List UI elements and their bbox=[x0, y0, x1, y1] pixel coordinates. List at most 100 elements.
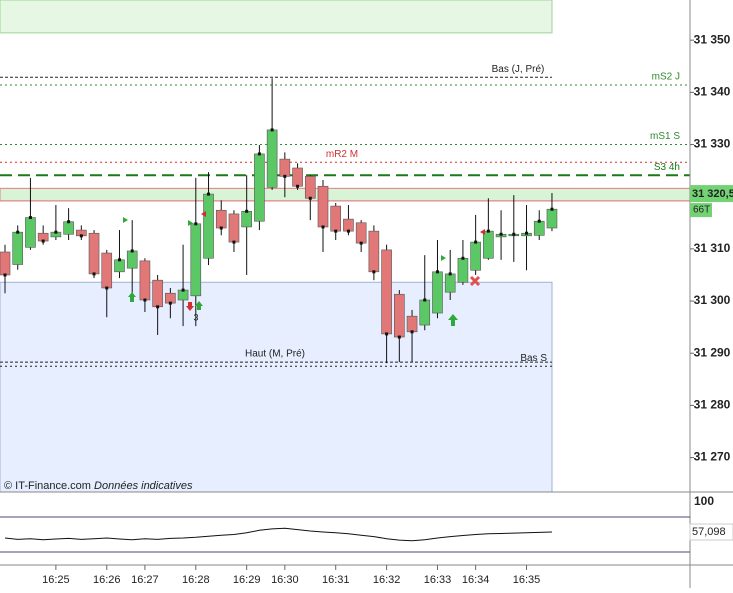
close-dot bbox=[194, 222, 198, 226]
candle-body bbox=[139, 260, 151, 301]
y-tick-label: 31 310 bbox=[694, 241, 731, 255]
close-dot bbox=[257, 152, 261, 156]
close-dot bbox=[245, 209, 249, 213]
zones bbox=[0, 0, 691, 493]
candle-body bbox=[419, 299, 431, 326]
candle-body bbox=[394, 293, 405, 338]
close-dot bbox=[435, 270, 439, 274]
x-tick-label: 16:27 bbox=[131, 574, 159, 586]
candle-body bbox=[368, 230, 380, 273]
close-dot bbox=[3, 273, 7, 277]
zone bbox=[0, 0, 553, 34]
candle-body bbox=[63, 221, 74, 235]
close-dot bbox=[168, 301, 172, 305]
candle-body bbox=[304, 176, 316, 199]
signal-tick bbox=[201, 211, 206, 217]
close-dot bbox=[270, 128, 274, 132]
y-tick-label: 31 290 bbox=[694, 345, 731, 359]
close-dot bbox=[105, 286, 109, 290]
candle-body bbox=[215, 209, 227, 229]
candle-body bbox=[279, 158, 291, 177]
close-dot bbox=[308, 196, 312, 200]
close-dot bbox=[296, 184, 300, 188]
candle-body bbox=[343, 218, 354, 232]
candle-body bbox=[444, 273, 456, 293]
signals: 3 bbox=[123, 211, 485, 326]
close-dot bbox=[410, 330, 414, 334]
close-dot bbox=[359, 241, 363, 245]
level-label: mR2 M bbox=[326, 149, 358, 160]
candle-body bbox=[12, 231, 24, 265]
x-tick-label: 16:33 bbox=[424, 574, 452, 586]
last-price-box bbox=[690, 185, 733, 203]
close-dot bbox=[181, 288, 185, 292]
x-tick-label: 16:25 bbox=[42, 574, 70, 586]
signal-tick bbox=[480, 229, 485, 235]
candle-body bbox=[483, 230, 494, 259]
close-dot bbox=[423, 298, 427, 302]
close-dot bbox=[550, 207, 554, 211]
indicator-last-label: 57,098 bbox=[692, 526, 726, 538]
close-dot bbox=[448, 272, 452, 276]
buy-arrow bbox=[448, 314, 458, 326]
x-tick-label: 16:28 bbox=[182, 574, 210, 586]
candle-body bbox=[126, 250, 138, 269]
candle-body bbox=[355, 222, 367, 244]
signal-tick bbox=[188, 220, 193, 226]
candle-body bbox=[114, 259, 125, 273]
zone bbox=[0, 281, 553, 493]
source-text: © IT-Finance.com bbox=[4, 480, 91, 492]
close-dot bbox=[372, 270, 376, 274]
candle-body bbox=[88, 232, 100, 275]
x-tick-label: 16:26 bbox=[93, 574, 121, 586]
candle-body bbox=[190, 223, 202, 297]
candle-body bbox=[0, 251, 11, 276]
candle-body bbox=[101, 252, 113, 289]
close-dot bbox=[461, 256, 465, 260]
levels: Bas (J, Pré) mS2 J mS1 S mR2 M S3 4h Haut (M,… bbox=[0, 64, 690, 367]
candle-body bbox=[330, 205, 342, 232]
close-dot bbox=[321, 225, 325, 229]
note: Données indicatives bbox=[94, 480, 193, 492]
buy-arrow bbox=[128, 292, 136, 302]
x-tick-label: 16:30 bbox=[271, 574, 299, 586]
close-dot bbox=[232, 240, 236, 244]
close-dot bbox=[28, 216, 32, 220]
candle-body bbox=[292, 167, 303, 187]
period-label: 66T bbox=[693, 205, 710, 216]
close-dot bbox=[385, 332, 389, 336]
candle-body bbox=[406, 315, 418, 333]
period-box bbox=[690, 203, 712, 218]
candle-body bbox=[457, 257, 469, 283]
close-dot bbox=[219, 226, 223, 230]
zone bbox=[0, 187, 691, 202]
signal-tick bbox=[123, 217, 128, 223]
candle-body bbox=[203, 193, 214, 259]
indicator-last-box bbox=[689, 523, 733, 541]
candles bbox=[0, 78, 558, 364]
candle-body bbox=[470, 241, 481, 271]
candle-body bbox=[317, 185, 329, 228]
y-tick-label: 31 300 bbox=[694, 293, 731, 307]
close-dot bbox=[346, 229, 350, 233]
y-tick-label: 31 280 bbox=[694, 398, 731, 412]
source: © IT-Finance.com Données indicatives bbox=[4, 480, 193, 492]
close-dot bbox=[117, 258, 121, 262]
y-tick-label: 31 340 bbox=[694, 85, 731, 99]
level-label: mS1 S bbox=[650, 131, 680, 142]
close-dot bbox=[397, 335, 401, 339]
level-label: mS2 J bbox=[652, 72, 680, 83]
indicator-line bbox=[4, 527, 553, 542]
close-dot bbox=[474, 240, 478, 244]
x-tick-label: 16:35 bbox=[513, 574, 541, 586]
level-label: Haut (M, Pré) bbox=[245, 349, 305, 360]
level-label: S3 4h bbox=[654, 162, 680, 173]
close-dot bbox=[283, 174, 287, 178]
close-dot bbox=[499, 232, 503, 236]
y-tick-label: 31 270 bbox=[694, 450, 731, 464]
candle-body bbox=[533, 220, 545, 236]
y-tick-label: 31 350 bbox=[694, 32, 731, 46]
close-dot bbox=[525, 231, 529, 235]
close-dot bbox=[486, 229, 490, 233]
buy-arrow bbox=[195, 301, 203, 310]
